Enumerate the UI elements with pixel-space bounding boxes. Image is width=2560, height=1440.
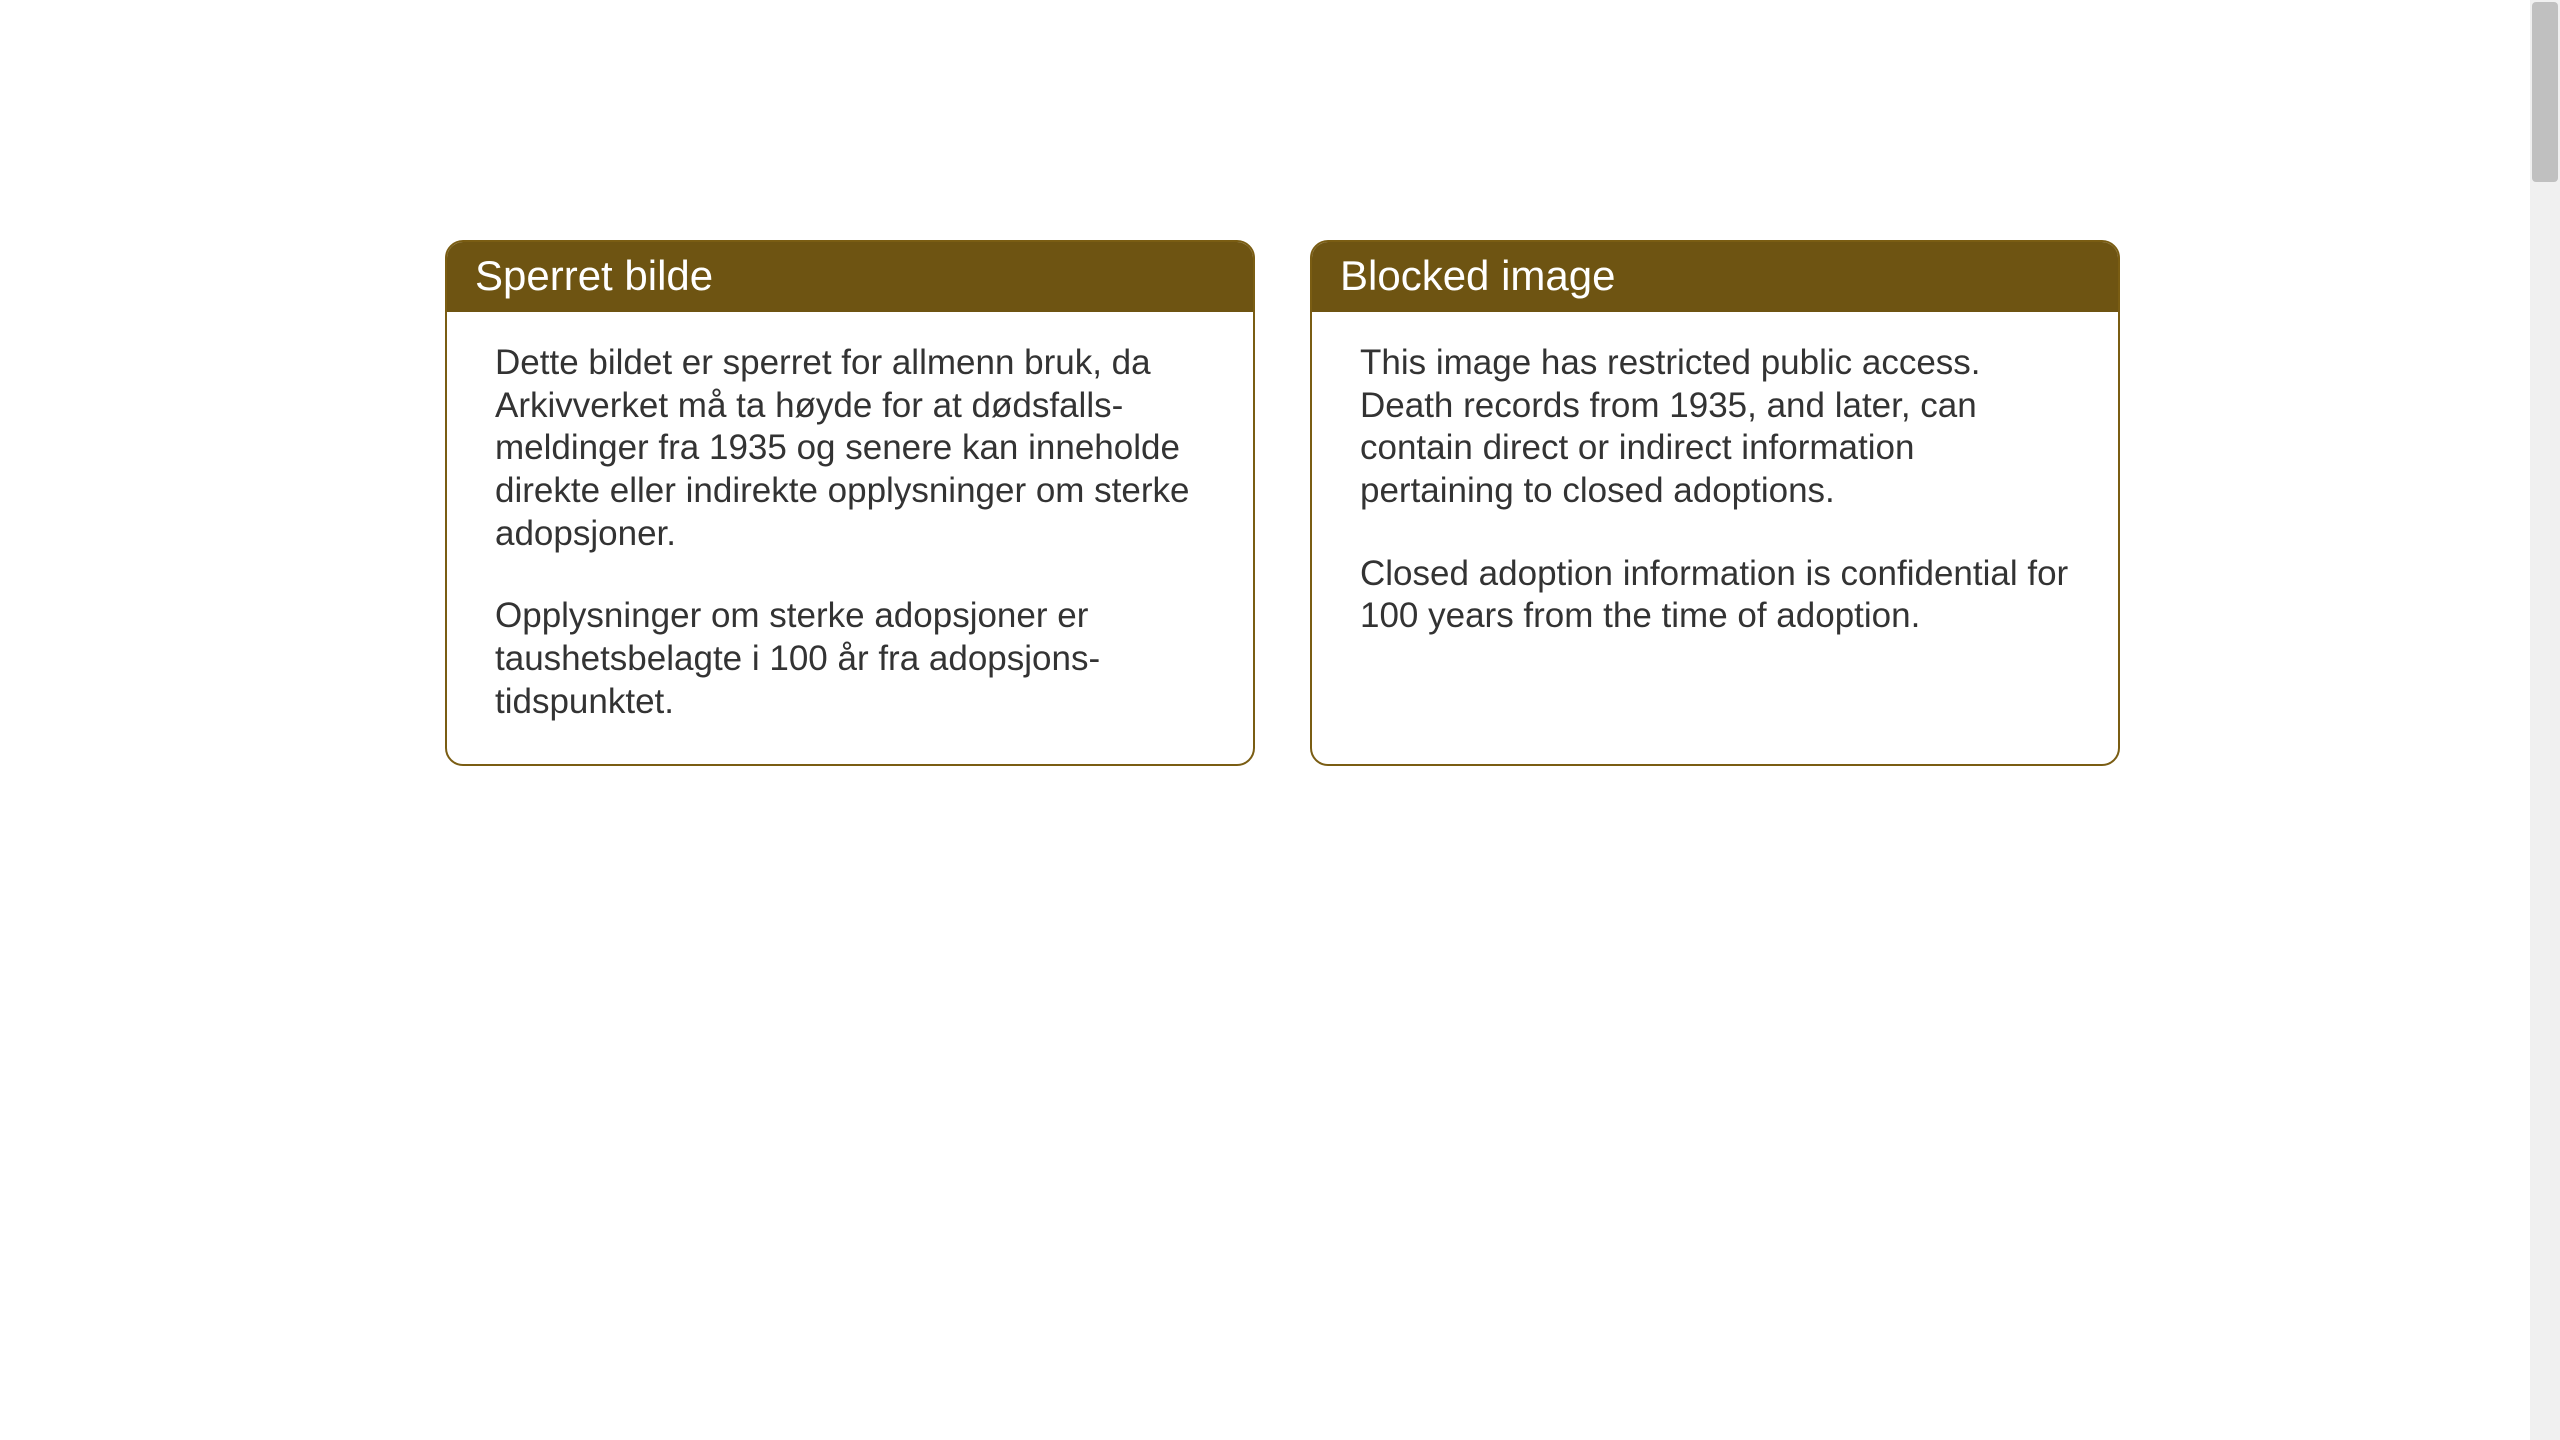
card-paragraph: This image has restricted public access.… [1360, 342, 2070, 513]
cards-container: Sperret bilde Dette bildet er sperret fo… [445, 240, 2120, 766]
card-paragraph: Dette bildet er sperret for allmenn bruk… [495, 342, 1205, 555]
card-english: Blocked image This image has restricted … [1310, 240, 2120, 766]
card-norwegian: Sperret bilde Dette bildet er sperret fo… [445, 240, 1255, 766]
card-paragraph: Opplysninger om sterke adopsjoner er tau… [495, 595, 1205, 723]
card-header-norwegian: Sperret bilde [447, 242, 1253, 312]
vertical-scrollbar-track[interactable] [2530, 0, 2560, 1440]
card-header-english: Blocked image [1312, 242, 2118, 312]
vertical-scrollbar-thumb[interactable] [2532, 2, 2558, 182]
card-body-norwegian: Dette bildet er sperret for allmenn bruk… [447, 312, 1253, 764]
card-body-english: This image has restricted public access.… [1312, 312, 2118, 678]
card-paragraph: Closed adoption information is confident… [1360, 553, 2070, 638]
